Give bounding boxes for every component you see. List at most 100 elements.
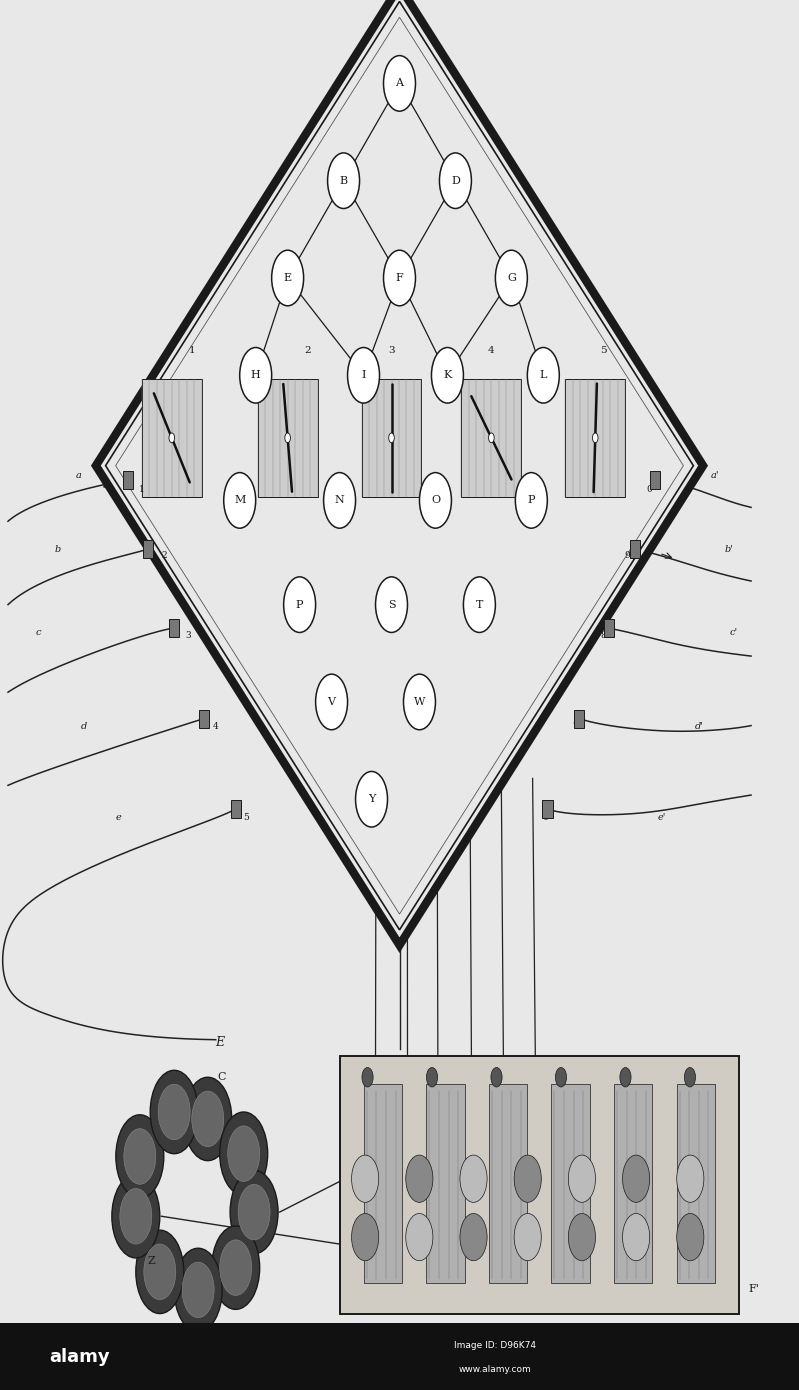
Circle shape bbox=[174, 1248, 222, 1332]
Circle shape bbox=[230, 1170, 278, 1254]
Circle shape bbox=[328, 153, 360, 208]
Circle shape bbox=[406, 1213, 433, 1261]
Text: c': c' bbox=[729, 628, 737, 637]
Circle shape bbox=[568, 1155, 595, 1202]
Text: a: a bbox=[75, 471, 81, 480]
Circle shape bbox=[169, 432, 174, 442]
Circle shape bbox=[240, 348, 272, 403]
Bar bbox=[364, 1084, 402, 1283]
Text: E: E bbox=[215, 1036, 225, 1049]
Text: 1: 1 bbox=[189, 346, 195, 354]
Text: W: W bbox=[414, 696, 425, 708]
Text: 5: 5 bbox=[243, 813, 249, 821]
Text: C: C bbox=[218, 1072, 226, 1083]
Circle shape bbox=[112, 1175, 160, 1258]
Circle shape bbox=[150, 1070, 198, 1154]
Circle shape bbox=[228, 1126, 260, 1182]
Text: alamy: alamy bbox=[50, 1348, 110, 1365]
Text: 4: 4 bbox=[213, 723, 219, 731]
Circle shape bbox=[356, 771, 388, 827]
Text: P: P bbox=[527, 495, 535, 506]
Circle shape bbox=[592, 432, 598, 442]
Circle shape bbox=[384, 250, 415, 306]
Circle shape bbox=[116, 1115, 164, 1198]
Circle shape bbox=[555, 1068, 566, 1087]
Circle shape bbox=[220, 1112, 268, 1195]
Text: d': d' bbox=[694, 723, 704, 731]
Circle shape bbox=[212, 1226, 260, 1309]
Text: E: E bbox=[284, 272, 292, 284]
Bar bbox=[489, 1084, 527, 1283]
Bar bbox=[142, 539, 153, 557]
Circle shape bbox=[136, 1230, 184, 1314]
Bar bbox=[566, 378, 625, 496]
Circle shape bbox=[238, 1184, 270, 1240]
Circle shape bbox=[352, 1213, 379, 1261]
Text: 7: 7 bbox=[572, 723, 578, 731]
Text: M: M bbox=[234, 495, 245, 506]
Text: 2: 2 bbox=[304, 346, 311, 354]
Circle shape bbox=[192, 1091, 224, 1147]
Text: d: d bbox=[81, 723, 87, 731]
Text: 6: 6 bbox=[542, 813, 548, 821]
Circle shape bbox=[427, 1068, 438, 1087]
Circle shape bbox=[677, 1155, 704, 1202]
Circle shape bbox=[272, 250, 304, 306]
Circle shape bbox=[184, 1077, 232, 1161]
Circle shape bbox=[527, 348, 559, 403]
Bar bbox=[142, 378, 201, 496]
Text: 1: 1 bbox=[139, 485, 145, 493]
Circle shape bbox=[685, 1068, 696, 1087]
Circle shape bbox=[439, 153, 471, 208]
Text: 8: 8 bbox=[600, 631, 606, 639]
Text: V: V bbox=[328, 696, 336, 708]
Circle shape bbox=[622, 1213, 650, 1261]
Text: b: b bbox=[54, 545, 61, 553]
Circle shape bbox=[568, 1213, 595, 1261]
Text: Y: Y bbox=[368, 794, 376, 805]
Circle shape bbox=[491, 1068, 502, 1087]
Text: e': e' bbox=[658, 813, 666, 821]
Text: 5: 5 bbox=[600, 346, 606, 354]
Bar bbox=[0, 1323, 799, 1390]
Circle shape bbox=[376, 577, 407, 632]
Text: A: A bbox=[396, 78, 403, 89]
Bar bbox=[677, 1084, 715, 1283]
Text: www.alamy.com: www.alamy.com bbox=[459, 1365, 532, 1373]
Circle shape bbox=[431, 348, 463, 403]
Circle shape bbox=[158, 1084, 190, 1140]
Text: 0: 0 bbox=[646, 485, 652, 493]
Bar bbox=[169, 619, 179, 637]
Circle shape bbox=[389, 432, 395, 442]
Text: e: e bbox=[115, 813, 121, 821]
Bar bbox=[198, 709, 209, 728]
Circle shape bbox=[515, 473, 547, 528]
Circle shape bbox=[224, 473, 256, 528]
Text: 3: 3 bbox=[388, 346, 395, 354]
Bar bbox=[427, 1084, 465, 1283]
Bar bbox=[551, 1084, 590, 1283]
Circle shape bbox=[362, 1068, 373, 1087]
Text: F: F bbox=[396, 272, 403, 284]
Circle shape bbox=[460, 1155, 487, 1202]
Text: Image ID: D96K74: Image ID: D96K74 bbox=[455, 1341, 536, 1350]
Circle shape bbox=[677, 1213, 704, 1261]
Text: D: D bbox=[451, 175, 460, 186]
Text: 2: 2 bbox=[161, 552, 167, 560]
Bar bbox=[604, 619, 614, 637]
Bar bbox=[230, 799, 241, 817]
Polygon shape bbox=[96, 0, 703, 945]
Circle shape bbox=[419, 473, 451, 528]
Bar bbox=[257, 378, 318, 496]
Circle shape bbox=[144, 1244, 176, 1300]
Text: H: H bbox=[251, 370, 260, 381]
Circle shape bbox=[384, 56, 415, 111]
Text: L: L bbox=[539, 370, 547, 381]
Circle shape bbox=[406, 1155, 433, 1202]
Text: c: c bbox=[36, 628, 41, 637]
Bar bbox=[574, 709, 585, 728]
Text: S: S bbox=[388, 599, 396, 610]
Circle shape bbox=[514, 1213, 541, 1261]
Circle shape bbox=[120, 1188, 152, 1244]
Bar bbox=[340, 1056, 739, 1314]
